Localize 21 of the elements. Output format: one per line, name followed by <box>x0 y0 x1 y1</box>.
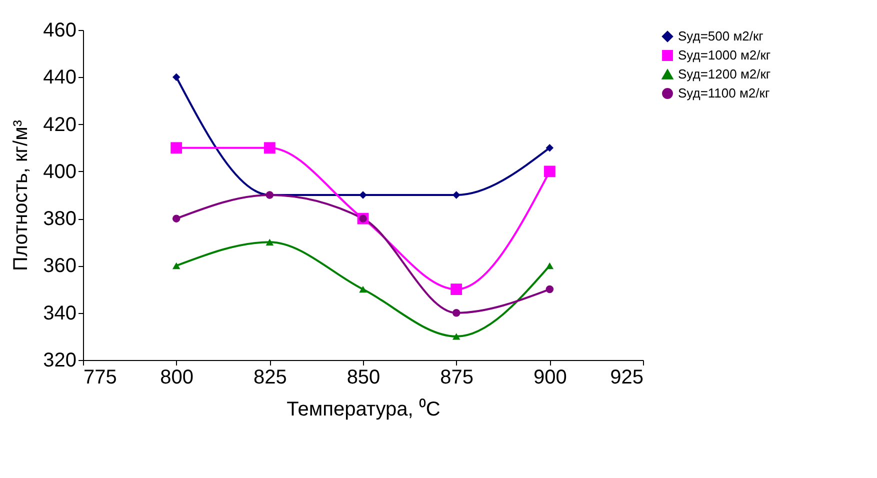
y-tick-label: 360 <box>43 255 76 278</box>
x-axis-title: Температура, ⁰C <box>286 398 440 420</box>
y-tick-label: 400 <box>43 160 76 183</box>
y-tick-label: 460 <box>43 20 76 42</box>
y-tick-label: 380 <box>43 208 76 230</box>
x-tick-label: 850 <box>346 366 380 388</box>
x-tick-label: 775 <box>84 366 117 388</box>
y-axis-title: Плотность, кг/м³ <box>10 120 32 271</box>
x-tick-label: 825 <box>253 366 287 388</box>
y-tick-label: 340 <box>43 302 76 324</box>
y-tick-label: 320 <box>43 350 76 372</box>
x-tick-label: 800 <box>160 366 194 388</box>
y-tick-label: 440 <box>43 66 76 89</box>
legend-label: Sуд=500 м2/кг <box>678 28 764 44</box>
legend-label: Sуд=1200 м2/кг <box>678 66 771 82</box>
x-tick-label: 925 <box>610 366 644 388</box>
legend-label: Sуд=1000 м2/кг <box>678 48 771 62</box>
x-tick-label: 900 <box>533 366 567 388</box>
y-tick-label: 420 <box>43 114 76 136</box>
x-tick-label: 875 <box>440 366 474 388</box>
legend-label: Sуд=1100 м2/кг <box>678 86 770 100</box>
